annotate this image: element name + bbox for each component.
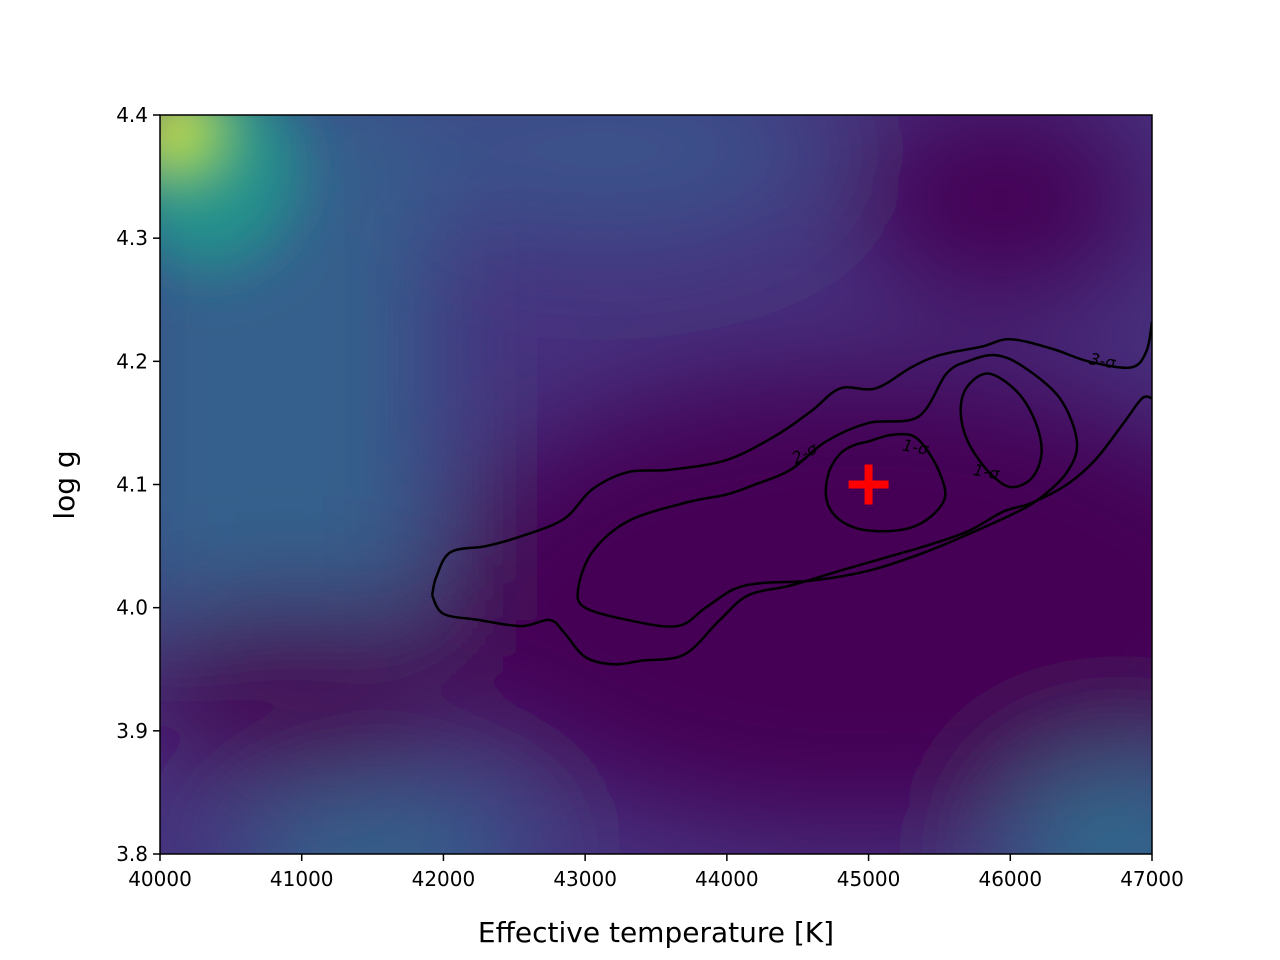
y-tick-label: 4.1 <box>116 473 148 497</box>
y-tick-label: 4.0 <box>116 596 148 620</box>
x-axis-label: Effective temperature [K] <box>478 916 834 949</box>
x-tick-label: 41000 <box>270 867 334 891</box>
x-tick-label: 43000 <box>553 867 617 891</box>
contour-1-sigma <box>959 372 1043 489</box>
contour-label: 3-σ <box>1088 349 1118 372</box>
x-tick-label: 42000 <box>412 867 476 891</box>
contour-label: 1-σ <box>972 460 1002 483</box>
contour-label: 1-σ <box>901 435 931 458</box>
x-tick-label: 45000 <box>837 867 901 891</box>
y-tick-label: 4.2 <box>116 349 148 373</box>
y-tick-label: 4.3 <box>116 226 148 250</box>
contour-3-sigma <box>430 321 1152 596</box>
x-tick-label: 44000 <box>695 867 759 891</box>
x-tick-label: 47000 <box>1120 867 1184 891</box>
x-tick-label: 46000 <box>978 867 1042 891</box>
y-tick-label: 3.8 <box>116 842 148 866</box>
contour-labels: 1-σ1-σ2-σ3-σ <box>789 349 1118 483</box>
contour-2-sigma <box>576 353 1079 628</box>
y-tick-label: 4.4 <box>116 103 148 127</box>
x-tick-label: 40000 <box>128 867 192 891</box>
contour-3-sigma <box>430 395 1152 666</box>
contour-lines <box>430 321 1152 666</box>
y-axis-ticks: 3.8 3.9 4.0 4.1 4.2 4.3 4.4 <box>116 103 160 866</box>
y-tick-label: 3.9 <box>116 719 148 743</box>
x-axis-ticks: 40000 41000 42000 43000 44000 45000 46000 47000 <box>128 854 1184 891</box>
contour-1-sigma <box>824 432 947 533</box>
y-axis-label: log g <box>48 450 81 519</box>
best-fit-marker <box>848 464 889 505</box>
heatmap <box>160 115 1152 854</box>
